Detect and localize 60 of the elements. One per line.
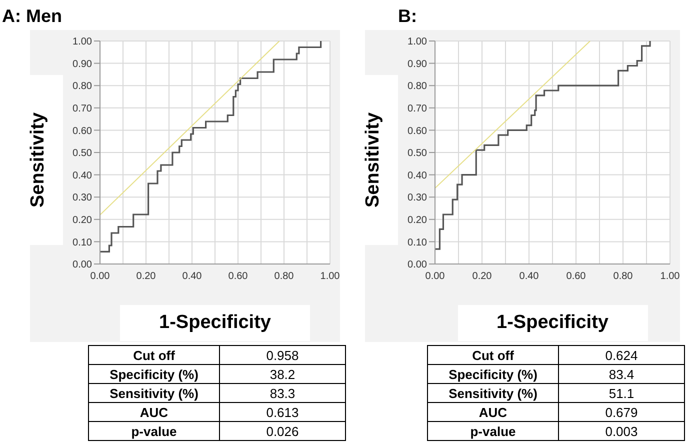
y-tick-label: 0.70 [408,103,428,114]
x-tick-label: 0.20 [136,271,156,282]
text: p-value [428,422,558,440]
y-tick-label: 0.50 [408,148,428,160]
y-tick-label: 0.80 [408,81,428,92]
y-tick-label: 0.40 [408,170,428,182]
y-axis-title: Sensitivity [28,112,50,208]
y-tick-label: 0.80 [72,81,92,92]
x-axis-title: 1-Specificity [458,305,648,341]
y-tick-label: 0.60 [408,126,428,137]
text: 0.679 [558,402,684,422]
x-tick-label: 0.60 [228,271,248,282]
y-tick-label: 0.60 [72,126,92,137]
y-tick-label: 1.00 [72,36,92,48]
y-tick-label: 1.00 [408,36,428,48]
x-tick-label: 0.80 [274,271,294,282]
y-tick-label: 0.90 [408,58,428,70]
text: p-value [88,422,220,440]
y-tick-label: 0.10 [408,237,428,248]
x-tick-label: 0.60 [566,271,586,282]
text: AUC [88,402,220,422]
y-tick-label: 0.40 [72,170,92,182]
text: Specificity (%) [88,364,220,384]
text: Specificity (%) [428,364,558,384]
x-tick-label: 0.00 [90,271,110,282]
y-tick-label: 0.00 [72,260,92,271]
text: Sensitivity (%) [428,384,558,402]
x-tick-label: 0.40 [519,271,540,282]
text: Sensitivity (%) [88,384,220,402]
text: 0.624 [558,346,684,364]
x-tick-label: 1.00 [660,271,680,282]
chart-title: A: Men [2,6,62,27]
text: Cut off [88,346,220,364]
y-tick-label: 0.50 [72,148,92,160]
y-tick-label: 0.20 [72,214,92,226]
y-axis-title: Sensitivity [363,112,385,208]
chart-title: B: [398,6,417,27]
text: 0.003 [558,422,684,440]
x-tick-label: 0.40 [182,271,202,282]
text: Cut off [428,346,558,364]
text: 0.958 [220,346,346,364]
y-tick-label: 0.70 [72,103,92,114]
x-axis-title: 1-Specificity [120,305,310,341]
y-tick-label: 0.90 [72,58,92,70]
text: 0.026 [220,422,346,440]
y-tick-label: 0.10 [72,237,92,248]
text: 38.2 [220,364,346,384]
y-tick-label: 0.30 [408,192,428,204]
x-tick-label: 0.00 [425,271,446,282]
text: AUC [428,402,558,422]
x-tick-label: 1.00 [320,271,340,282]
text: 83.4 [558,364,684,384]
x-tick-label: 0.20 [472,271,492,282]
text: 0.613 [220,402,346,422]
text: 83.3 [220,384,346,402]
x-tick-label: 0.80 [613,271,634,282]
y-tick-label: 0.20 [408,214,428,226]
y-tick-label: 0.30 [72,192,92,204]
y-tick-label: 0.00 [408,260,428,271]
text: 51.1 [558,384,684,402]
